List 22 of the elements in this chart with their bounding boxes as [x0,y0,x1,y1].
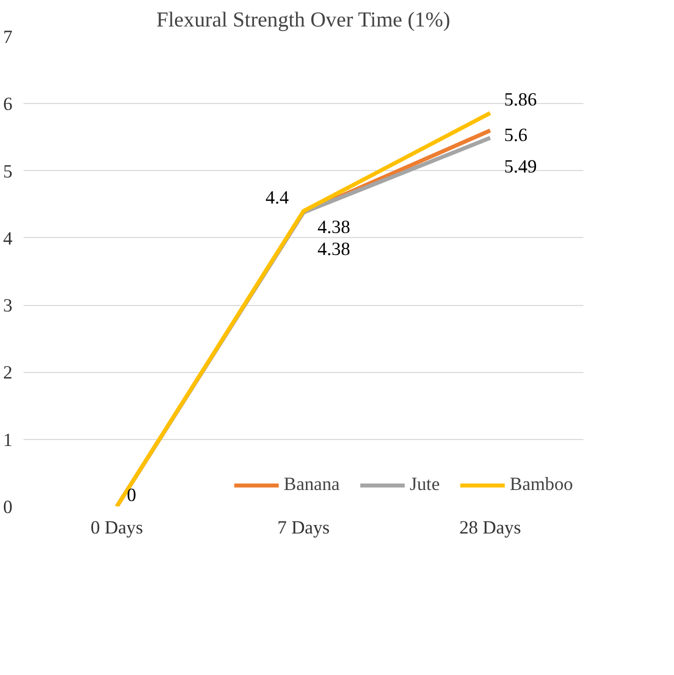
legend-label: Banana [284,474,340,496]
data-label: 5.49 [504,156,537,178]
y-tick-label: 5 [3,161,12,182]
y-tick-label: 2 [3,362,12,384]
y-tick-label: 4 [3,228,14,250]
legend-label: Jute [410,474,440,496]
x-tick-label: 0 Days [90,518,144,538]
y-tick-label: 1 [3,430,12,451]
chart-title: Flexural Strength Over Time (1%) [156,8,450,32]
y-tick-label: 7 [3,27,12,48]
data-label: 4.4 [266,188,290,209]
x-tick-label: 7 Days [277,518,330,538]
data-label: 4.38 [318,216,350,238]
data-label: 5.86 [504,90,537,111]
y-tick-label: 0 [3,497,12,518]
y-tick-label: 6 [3,94,12,116]
data-label: 4.38 [318,238,350,260]
x-tick-label: 28 Days [459,518,522,538]
y-tick-label: 3 [3,296,12,317]
data-label: 5.6 [504,125,528,146]
data-label: 0 [126,485,136,506]
legend-label: Bamboo [510,474,573,496]
